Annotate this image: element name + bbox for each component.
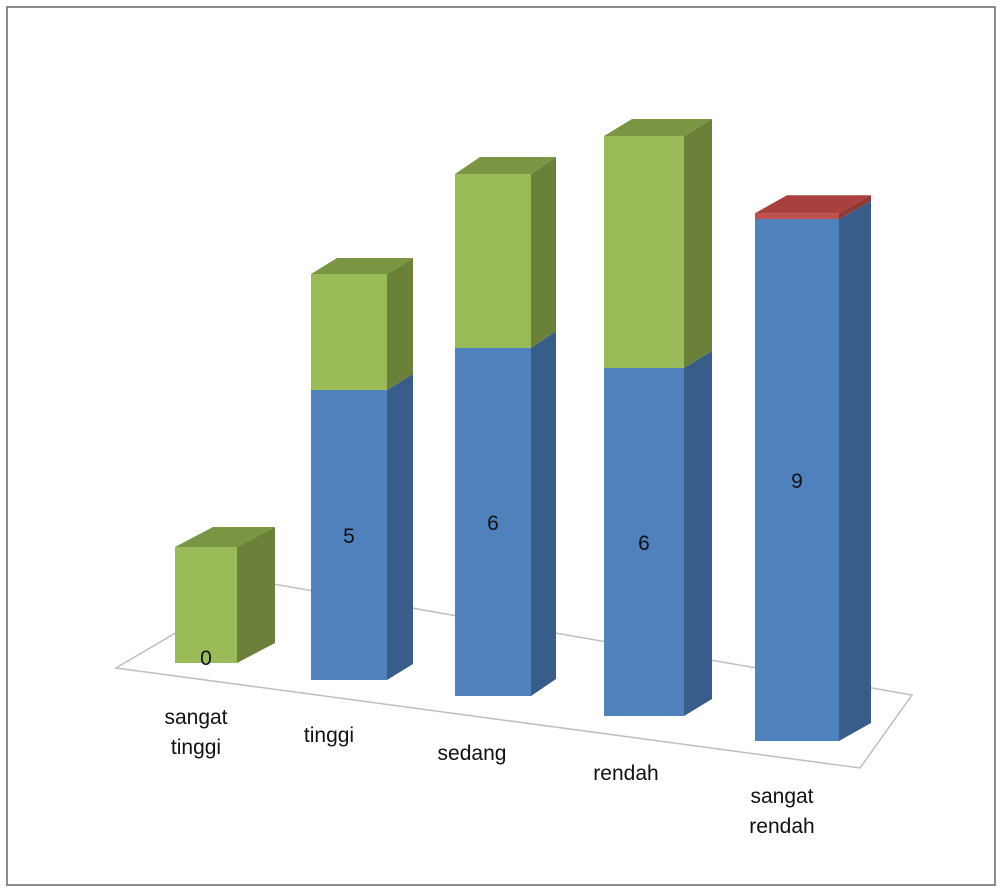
bar-top (175, 527, 275, 547)
bar-side (531, 157, 556, 348)
data-label: 6 (638, 532, 650, 555)
category-label: sangat tinggi (164, 706, 227, 759)
bar-side (387, 374, 413, 680)
bar-side (839, 201, 871, 741)
bar-side (684, 119, 712, 368)
bar-side (387, 258, 413, 390)
bar-top (455, 157, 556, 174)
bar-segment (455, 174, 531, 348)
bar-top (604, 119, 712, 136)
bar-segment (311, 390, 387, 680)
category-label: tinggi (304, 724, 354, 747)
bar-segment (455, 348, 531, 696)
bar-side (684, 351, 712, 716)
bar-side (839, 195, 871, 219)
data-label: 9 (791, 470, 803, 493)
bar-segment (311, 274, 387, 390)
data-label: 0 (200, 647, 212, 670)
category-label: rendah (593, 762, 658, 785)
bar-segment (604, 136, 684, 368)
bar-segment (175, 547, 237, 663)
bar-side (531, 331, 556, 696)
category-label: sedang (438, 742, 507, 765)
bar-top (311, 258, 413, 274)
bar-top (755, 195, 871, 214)
bar-segment (755, 219, 839, 741)
bar-segment (604, 368, 684, 716)
category-label: sangat rendah (749, 785, 814, 838)
data-label: 6 (487, 512, 499, 535)
bar-segment (755, 213, 839, 219)
data-label: 5 (343, 525, 355, 548)
bar-side (237, 527, 275, 663)
